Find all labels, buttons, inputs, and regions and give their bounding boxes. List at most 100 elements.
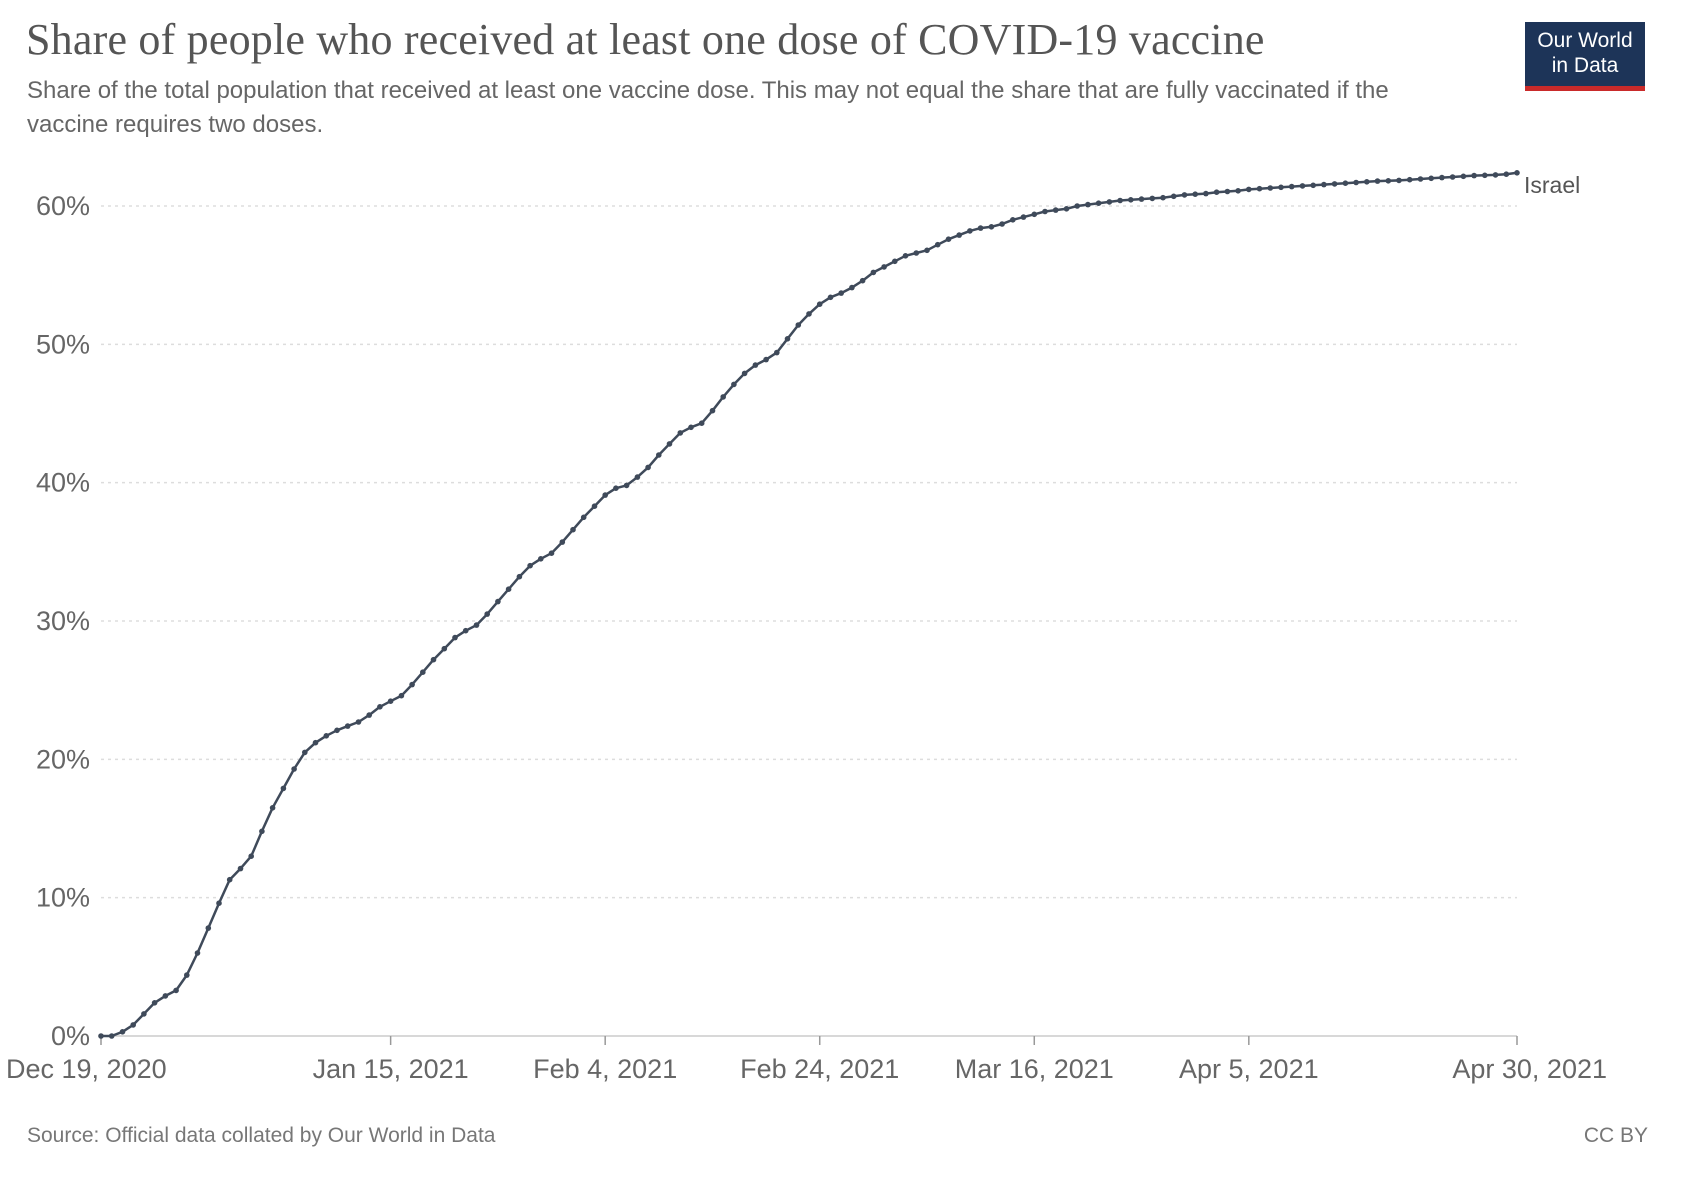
data-point: [1128, 197, 1134, 203]
data-point: [538, 556, 544, 562]
data-point: [1042, 208, 1048, 215]
data-point: [999, 221, 1005, 227]
data-point: [162, 993, 169, 999]
data-point: [1213, 189, 1220, 195]
data-point: [1364, 179, 1370, 185]
data-point: [259, 828, 265, 835]
data-point: [1085, 201, 1091, 208]
y-tick-label: 50%: [36, 329, 90, 359]
data-point: [988, 224, 995, 230]
data-point: [709, 407, 716, 414]
data-point: [527, 562, 533, 569]
data-point: [1160, 194, 1166, 201]
data-point: [1010, 217, 1016, 223]
data-point: [269, 805, 276, 811]
y-tick-label: 0%: [51, 1021, 90, 1051]
x-axis: Dec 19, 2020 Jan 15, 2021 Feb 4, 2021 Feb 2…: [6, 1035, 1607, 1084]
data-point: [795, 322, 802, 328]
data-point: [1417, 176, 1424, 182]
data-point: [151, 1000, 158, 1006]
license-link[interactable]: CC BY: [1583, 1124, 1648, 1147]
data-point: [1471, 172, 1477, 179]
data-point: [613, 485, 619, 492]
data-point: [1235, 188, 1241, 194]
data-point: [226, 876, 233, 883]
data-point: [1406, 176, 1413, 183]
data-point: [677, 430, 684, 436]
data-point: [377, 704, 383, 710]
data-point: [731, 381, 737, 388]
owid-logo[interactable]: Our World in Data: [1525, 22, 1645, 91]
data-point: [1138, 196, 1145, 202]
data-point: [108, 1033, 115, 1039]
data-point: [656, 452, 662, 458]
data-point: [1492, 172, 1499, 178]
data-point: [119, 1029, 126, 1035]
data-point: [1224, 188, 1231, 195]
data-point: [387, 698, 394, 704]
data-point: [516, 573, 523, 580]
data-point: [774, 349, 780, 356]
data-point: [1342, 180, 1349, 186]
data-point: [1278, 184, 1284, 191]
data-point: [237, 865, 244, 872]
source-note: Source: Official data collated by Our Wo…: [27, 1124, 495, 1148]
logo-line-1: Our World: [1537, 29, 1633, 52]
data-point: [1031, 211, 1038, 218]
y-tick-label: 20%: [36, 744, 90, 774]
data-point: [484, 611, 491, 617]
data-point: [1063, 206, 1070, 212]
data-point: [398, 692, 405, 699]
data-point: [216, 900, 222, 906]
data-point: [913, 250, 920, 256]
data-point: [688, 424, 694, 431]
data-point: [1353, 179, 1359, 186]
data-point: [1503, 171, 1510, 177]
data-point: [763, 356, 769, 363]
data-point: [130, 1022, 136, 1028]
data-point: [892, 258, 898, 265]
data-point: [1095, 200, 1102, 206]
data-point: [924, 247, 930, 254]
chart-title: Share of people who received at least on…: [26, 15, 1265, 64]
data-point: [441, 645, 448, 652]
data-point: [784, 336, 791, 342]
data-point: [355, 719, 362, 725]
data-point: [881, 264, 887, 270]
data-point: [870, 269, 877, 276]
data-point: [1203, 190, 1209, 197]
x-tick-label: Dec 19, 2020: [6, 1054, 167, 1084]
data-point: [548, 550, 555, 556]
data-point: [98, 1033, 104, 1039]
data-point: [902, 253, 909, 259]
source-link[interactable]: Official data collated by Our World in D…: [105, 1124, 496, 1147]
data-point: [462, 627, 469, 634]
data-point: [580, 514, 587, 521]
data-point: [1267, 185, 1274, 191]
y-tick-label: 60%: [36, 191, 90, 221]
data-point: [591, 503, 598, 510]
data-point: [945, 236, 952, 242]
y-tick-label: 40%: [36, 468, 90, 498]
data-point: [1052, 207, 1059, 213]
data-point: [967, 228, 973, 234]
data-point: [1374, 178, 1381, 184]
data-point: [452, 634, 458, 641]
data-point: [366, 712, 373, 718]
data-point: [720, 394, 726, 400]
series-label-israel: Israel: [1524, 172, 1580, 198]
data-point: [752, 362, 759, 368]
data-point: [323, 733, 330, 739]
data-point: [645, 464, 651, 471]
data-point: [505, 586, 512, 592]
x-tick-label: Apr 30, 2021: [1452, 1054, 1607, 1084]
x-tick-label: Feb 4, 2021: [533, 1054, 677, 1084]
data-point: [570, 526, 576, 533]
series-line-israel: [101, 171, 1518, 1038]
data-point: [141, 1011, 147, 1017]
data-point: [1439, 174, 1445, 181]
data-point: [559, 539, 566, 545]
data-point: [827, 294, 834, 301]
data-point: [302, 749, 308, 756]
